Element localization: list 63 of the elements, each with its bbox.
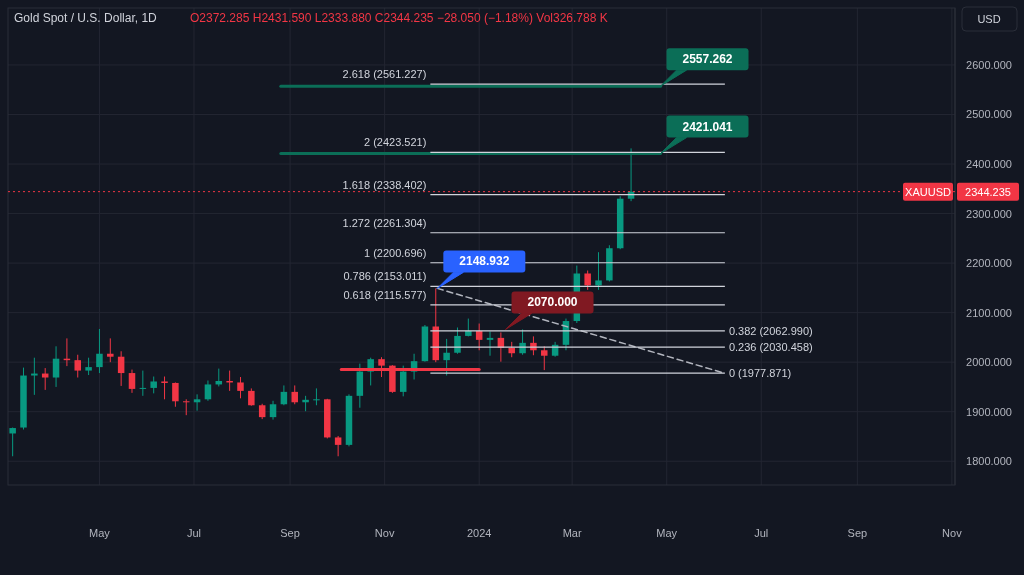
candlestick xyxy=(584,270,591,291)
candlestick xyxy=(161,376,168,400)
annotation: 2070.000 xyxy=(527,295,578,310)
ref-line-label: 0.236 (2030.458) xyxy=(728,341,813,354)
text: USD xyxy=(977,13,1001,25)
candlestick xyxy=(204,379,212,402)
ref-line-label: 2.618 (2561.227) xyxy=(342,68,427,81)
x-tick-label: Nov xyxy=(942,527,963,539)
ref-line-label: 1.272 (2261.304) xyxy=(342,216,427,229)
candlestick xyxy=(9,427,16,457)
y-tick-label: 1800.000 xyxy=(966,455,1012,468)
candlestick xyxy=(486,330,494,357)
text: 2344.235 xyxy=(965,185,1011,198)
candlestick xyxy=(454,326,461,355)
candlestick xyxy=(443,338,450,377)
x-tick-label: 2024 xyxy=(466,527,492,539)
y-tick-label: 2600.000 xyxy=(966,58,1012,71)
candlestick xyxy=(96,328,103,374)
y-tick-label: 2300.000 xyxy=(966,207,1012,220)
candlestick xyxy=(117,350,125,387)
x-tick-label: Sep xyxy=(847,527,868,539)
x-tick-label: Jul xyxy=(186,527,202,539)
ref-line-label: 0.382 (2062.990) xyxy=(728,324,813,337)
candlestick xyxy=(52,345,60,388)
candlestick xyxy=(313,387,320,406)
candlestick xyxy=(172,381,179,408)
x-tick-label: May xyxy=(656,527,678,539)
ref-line-label: 2 (2423.521) xyxy=(363,136,427,149)
x-tick-label: May xyxy=(89,527,111,539)
y-tick-label: 2000.000 xyxy=(966,356,1012,369)
x-tick-label: Jul xyxy=(754,527,769,539)
candlestick xyxy=(74,354,81,379)
x-tick-label: Nov xyxy=(374,527,395,539)
annotation: 2421.041 xyxy=(682,119,733,134)
candlestick xyxy=(541,345,548,371)
ref-line-label: XAUUSD xyxy=(905,185,951,198)
candlestick xyxy=(41,367,49,391)
y-tick-label: 2500.000 xyxy=(966,108,1012,121)
ref-line-label: 0.786 (2153.011) xyxy=(343,270,427,283)
ref-line-label: 1.618 (2338.402) xyxy=(342,178,427,191)
candlestick xyxy=(269,400,277,421)
chart-subtitle: O2372.285 H2431.590 L2333.880 C2344.235 −28.050 (−1.18%) Vol326.788 K xyxy=(190,11,608,25)
chart-title: Gold Spot / U.S. Dollar, 1D xyxy=(14,11,158,25)
y-tick-label: 2400.000 xyxy=(966,158,1012,171)
annotation: 2557.262 xyxy=(682,52,733,67)
ref-line-label: 0 (1977.871) xyxy=(728,367,792,380)
y-tick-label: 2200.000 xyxy=(966,257,1012,270)
candlestick xyxy=(31,357,38,396)
candlestick xyxy=(193,393,201,412)
candlestick xyxy=(595,251,602,291)
x-tick-label: Mar xyxy=(562,527,582,539)
ref-line-label: 1 (2200.696) xyxy=(363,246,427,259)
ref-line-label: 0.618 (2115.577) xyxy=(343,288,427,301)
annotation: 2148.932 xyxy=(459,254,510,269)
candlestick xyxy=(291,384,298,405)
candlestick xyxy=(128,369,136,394)
y-tick-label: 2100.000 xyxy=(966,306,1012,319)
candlestick xyxy=(237,376,244,399)
x-tick-label: Sep xyxy=(280,527,300,539)
candlestick xyxy=(399,365,407,397)
y-tick-label: 1900.000 xyxy=(966,405,1012,418)
candlestick xyxy=(107,337,114,363)
candlestick xyxy=(334,435,342,457)
